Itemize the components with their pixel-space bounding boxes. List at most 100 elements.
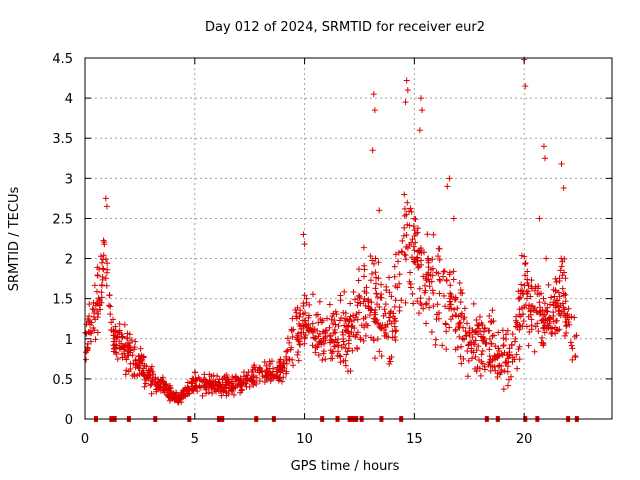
data-point: [148, 390, 155, 397]
data-point: [556, 293, 563, 300]
data-point: [407, 281, 414, 288]
data-point: [147, 372, 154, 379]
data-point: [553, 326, 560, 333]
data-point: [414, 254, 421, 261]
data-point: [539, 307, 546, 314]
data-point: [399, 237, 406, 244]
data-point: [522, 272, 529, 279]
data-point: [395, 249, 402, 256]
data-point: [340, 309, 347, 316]
data-point: [348, 323, 355, 330]
data-point: [508, 373, 515, 380]
data-point: [563, 329, 570, 336]
data-point: [119, 334, 126, 341]
data-point: [326, 301, 333, 308]
data-point: [347, 313, 354, 320]
y-axis-ticks: 0 0.5 1 1.5 2 2.5 3 3.5 4 4.5: [52, 52, 612, 428]
data-point: [458, 343, 465, 350]
data-point: [372, 280, 379, 287]
data-point: [149, 368, 156, 375]
data-point: [505, 359, 512, 366]
data-point: [370, 260, 377, 267]
data-point: [94, 329, 101, 336]
data-point: [402, 299, 409, 306]
y-tick-label: 3: [65, 172, 73, 187]
data-point: [286, 356, 293, 363]
data-point: [286, 339, 293, 346]
data-point: [289, 315, 296, 322]
data-point: [335, 322, 342, 329]
data-point: [476, 313, 483, 320]
data-point: [376, 348, 383, 355]
data-point: [473, 347, 480, 354]
data-point: [520, 318, 527, 325]
data-point: [466, 325, 473, 332]
data-point: [259, 373, 266, 380]
data-point: [324, 315, 331, 322]
data-point: [263, 376, 270, 383]
data-point: [531, 304, 538, 311]
data-point: [428, 328, 435, 335]
data-point: [362, 314, 369, 321]
data-point: [464, 320, 471, 327]
y-tick-label: 4.5: [52, 52, 73, 67]
data-point: [249, 378, 256, 385]
data-point: [300, 231, 307, 238]
data-point: [341, 288, 348, 295]
data-point: [562, 291, 569, 298]
data-point: [486, 346, 493, 353]
data-point: [209, 382, 216, 389]
data-point: [443, 328, 450, 335]
data-point: [159, 374, 166, 381]
data-point: [94, 308, 101, 315]
data-point: [541, 329, 548, 336]
data-point: [368, 299, 375, 306]
data-point: [457, 298, 464, 305]
data-point: [456, 324, 463, 331]
data-point: [425, 259, 432, 266]
data-point: [441, 268, 448, 275]
data-point: [426, 283, 433, 290]
data-point: [528, 303, 535, 310]
data-point: [430, 231, 437, 238]
data-point: [205, 380, 212, 387]
data-point: [131, 346, 138, 353]
data-point: [450, 276, 457, 283]
data-point: [290, 362, 297, 369]
data-point: [367, 253, 374, 260]
data-point: [383, 287, 390, 294]
data-point: [448, 301, 455, 308]
data-point: [494, 370, 501, 377]
data-point: [561, 255, 568, 262]
data-point: [132, 364, 139, 371]
data-point: [165, 393, 172, 400]
data-point: [401, 191, 408, 198]
data-point: [543, 255, 550, 262]
data-point: [170, 392, 177, 399]
data-point: [448, 292, 455, 299]
data-point: [489, 307, 496, 314]
y-tick-label: 1.5: [52, 293, 73, 308]
data-point: [99, 265, 106, 272]
data-point: [298, 325, 305, 332]
data-point: [372, 255, 379, 262]
data-point: [276, 366, 283, 373]
data-point: [517, 323, 524, 330]
data-point: [434, 301, 441, 308]
data-point: [439, 342, 446, 349]
data-point: [126, 340, 133, 347]
data-point: [495, 329, 502, 336]
data-point: [304, 324, 311, 331]
data-point: [394, 284, 401, 291]
data-point: [402, 99, 409, 106]
data-point: [318, 339, 325, 346]
data-point: [382, 329, 389, 336]
data-point: [141, 373, 148, 380]
data-point: [498, 366, 505, 373]
data-point: [284, 335, 291, 342]
data-point: [122, 354, 129, 361]
data-point: [351, 317, 358, 324]
y-tick-label: 0: [65, 413, 73, 428]
data-point: [309, 320, 316, 327]
data-point: [416, 285, 423, 292]
